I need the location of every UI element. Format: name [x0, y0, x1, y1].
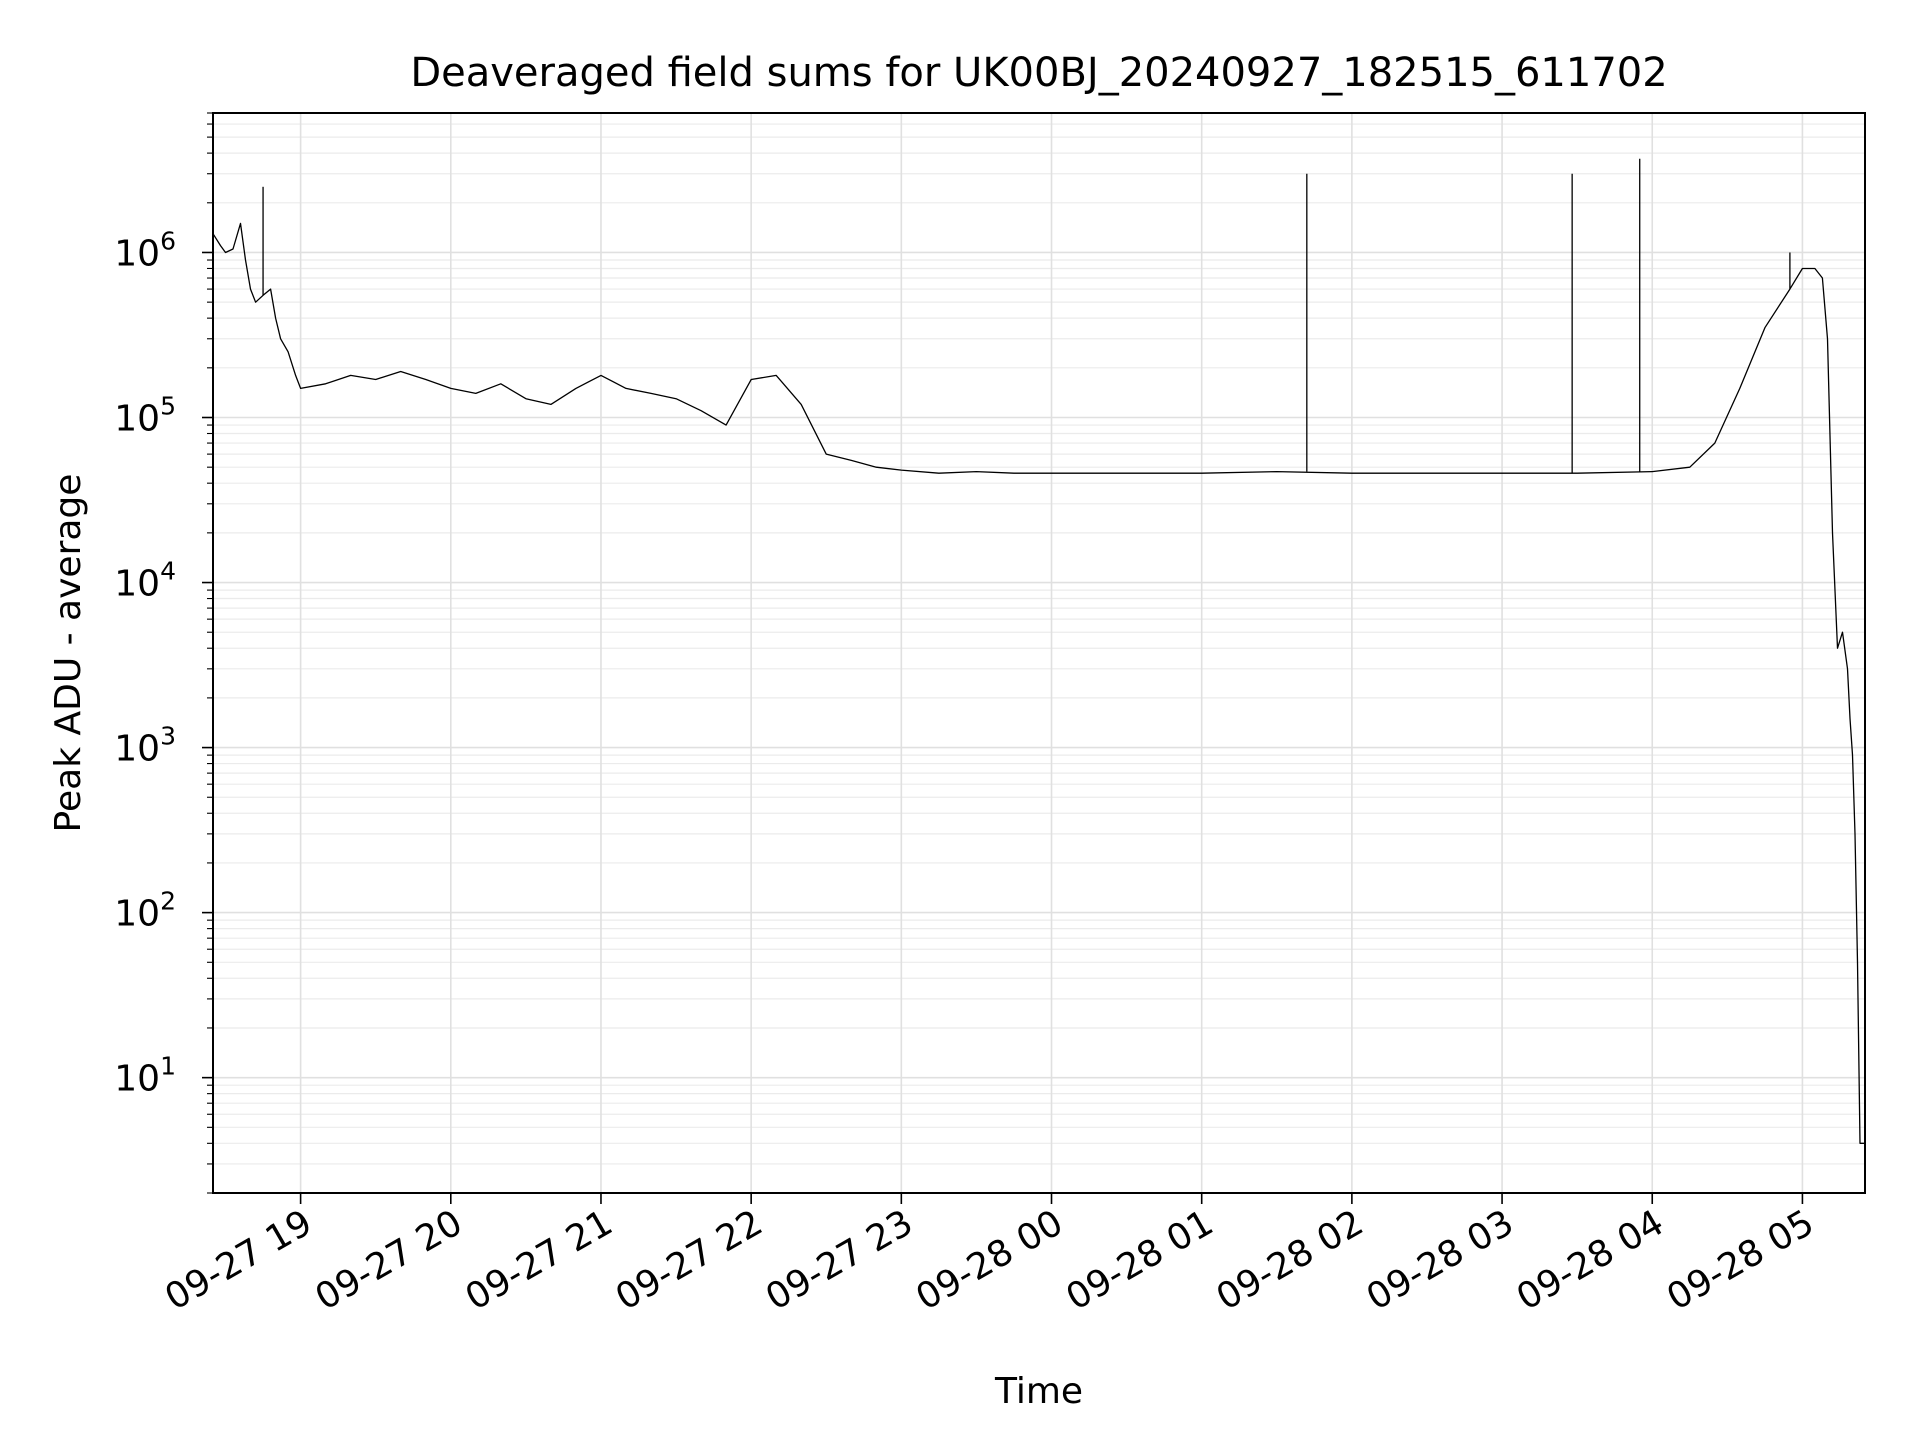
y-axis-label: Peak ADU - average — [48, 474, 89, 833]
y-tick-label: 105 — [114, 392, 176, 440]
x-tick-label: 09-27 19 — [158, 1202, 319, 1318]
y-tick-label-exponent: 4 — [160, 557, 176, 586]
y-tick-label-exponent: 6 — [160, 226, 176, 255]
x-tick-label: 09-27 20 — [309, 1202, 470, 1318]
x-tick-label: 09-27 21 — [459, 1202, 620, 1318]
major-grid — [213, 113, 1865, 1193]
y-tick-label: 104 — [114, 557, 176, 605]
y-tick-label-exponent: 2 — [160, 887, 176, 916]
y-tick-label-base: 10 — [114, 399, 160, 440]
y-tick-label: 102 — [114, 887, 176, 935]
y-tick-label-base: 10 — [114, 564, 160, 605]
y-tick-label: 101 — [114, 1052, 176, 1100]
minor-grid — [213, 112, 1865, 1194]
x-axis-label: Time — [994, 1371, 1083, 1412]
x-tick-label: 09-27 23 — [759, 1202, 920, 1318]
series-line — [212, 222, 1865, 1144]
x-tick-label: 09-28 03 — [1360, 1202, 1521, 1318]
x-tick-label: 09-27 22 — [609, 1202, 770, 1318]
y-tick-label-base: 10 — [114, 729, 160, 770]
y-tick-label-base: 10 — [114, 894, 160, 935]
y-tick-label-base: 10 — [114, 1059, 160, 1100]
x-tick-label: 09-28 04 — [1510, 1202, 1671, 1318]
x-tick-label: 09-28 05 — [1660, 1202, 1821, 1318]
plot-frame — [212, 112, 1866, 1194]
x-tick-label: 09-28 00 — [909, 1202, 1070, 1318]
y-tick-label: 103 — [114, 722, 176, 770]
y-tick-label-base: 10 — [114, 233, 160, 274]
y-tick-label-exponent: 3 — [160, 722, 176, 751]
y-tick-label-exponent: 1 — [160, 1052, 176, 1081]
x-tick-label: 09-28 02 — [1210, 1202, 1371, 1318]
y-tick-label-exponent: 5 — [160, 392, 176, 421]
plot-area — [212, 158, 1865, 1144]
x-tick-label: 09-28 01 — [1060, 1202, 1221, 1318]
y-tick-label: 106 — [114, 226, 176, 274]
chart-title: Deaveraged field sums for UK00BJ_2024092… — [410, 50, 1667, 96]
